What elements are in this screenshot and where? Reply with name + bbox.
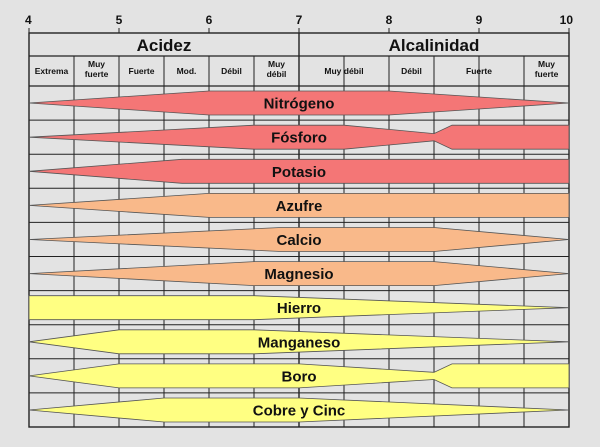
nutrient-band-azufre — [28, 192, 570, 218]
nutrient-band-nitrogeno — [28, 90, 570, 116]
ph-tick-label: 9 — [476, 13, 483, 27]
group-label-acidity: Acidez — [137, 36, 192, 55]
nutrient-label-azufre: Azufre — [276, 198, 323, 215]
subcategory-label: Muy — [538, 59, 555, 69]
subcategory-label: Mod. — [177, 66, 197, 76]
ph-tick-label: 8 — [386, 13, 393, 27]
nutrient-label-hierro: Hierro — [277, 300, 321, 317]
ph-tick-label: 10 — [560, 13, 574, 27]
nutrient-label-cobre-y-cinc: Cobre y Cinc — [253, 402, 346, 419]
nutrient-label-boro: Boro — [282, 368, 317, 385]
subcategory-label: Muy débil — [324, 66, 363, 76]
nutrient-label-magnesio: Magnesio — [264, 266, 333, 283]
nutrient-band-boro — [28, 363, 570, 389]
nutrient-label-nitrogeno: Nitrógeno — [264, 96, 335, 113]
subcategory-label: Débil — [221, 66, 242, 76]
nutrient-label-potasio: Potasio — [272, 164, 326, 181]
subcategory-label: Débil — [401, 66, 422, 76]
nutrient-band-magnesio — [28, 261, 570, 287]
subcategory-label: fuerte — [85, 69, 109, 79]
nutrient-bands: Nitrógeno Fósforo Potasio Azufre Calcio Magne… — [28, 90, 570, 423]
nutrient-band-hierro — [28, 295, 570, 321]
subcategory-label: débil — [267, 69, 287, 79]
nutrient-band-calcio — [28, 227, 570, 252]
ph-tick-labels: 4 5 6 7 8 9 10 — [25, 13, 573, 33]
subcategory-label: Muy — [268, 59, 285, 69]
subcategory-label: Fuerte — [466, 66, 492, 76]
subcategory-label: Muy — [88, 59, 105, 69]
nutrient-band-fosforo — [28, 124, 570, 150]
nutrient-band-manganeso — [28, 329, 570, 355]
nutrient-label-manganeso: Manganeso — [258, 334, 341, 351]
ph-tick-label: 7 — [296, 13, 303, 27]
ph-tick-label: 6 — [206, 13, 213, 27]
nutrient-band-potasio — [28, 158, 570, 184]
subcategory-label: Extrema — [35, 66, 69, 76]
ph-tick-label: 5 — [116, 13, 123, 27]
subcategory-label: Fuerte — [129, 66, 155, 76]
group-label-alkalinity: Alcalinidad — [389, 36, 480, 55]
nutrient-label-fosforo: Fósforo — [271, 130, 327, 147]
nutrient-band-cobre-y-cinc — [28, 397, 570, 423]
ph-tick-label: 4 — [25, 13, 32, 27]
subcategory-label: fuerte — [535, 69, 559, 79]
nutrient-label-calcio: Calcio — [276, 232, 321, 249]
